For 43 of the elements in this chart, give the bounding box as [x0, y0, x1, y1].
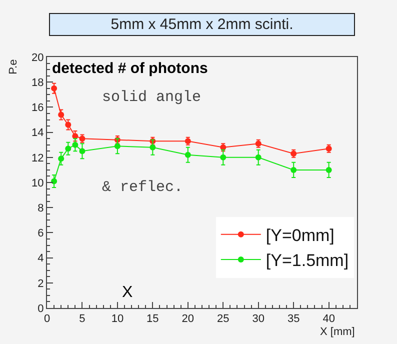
annotation: solid angle	[102, 89, 202, 106]
legend-label: [Y=1.5mm]	[266, 251, 349, 270]
point	[326, 166, 332, 173]
y-tick-label: 2	[38, 278, 44, 290]
point	[220, 154, 226, 160]
y-tick-label: 14	[32, 127, 44, 140]
point	[184, 152, 191, 158]
y-tick-label: 8	[38, 202, 44, 214]
point	[65, 122, 72, 128]
annotation: X	[122, 284, 133, 301]
point	[65, 146, 72, 152]
chart-title: detected # of photons	[52, 60, 208, 77]
point	[290, 166, 297, 173]
y-tick-label: 20	[32, 52, 44, 64]
y-tick-label: 10	[32, 177, 44, 190]
y-tick-label: 4	[38, 252, 44, 265]
point	[58, 112, 64, 118]
x-axis-title: X [mm]	[320, 326, 355, 338]
point	[150, 144, 156, 150]
point	[79, 148, 86, 154]
y-axis-title: P.e	[7, 59, 20, 74]
point	[51, 85, 58, 92]
y-tick-label: 16	[32, 102, 44, 114]
x-tick-label: 40	[322, 313, 335, 326]
y-tick-label: 12	[32, 152, 44, 164]
point	[72, 142, 78, 148]
y-tick-label: 0	[38, 302, 44, 315]
x-tick-label: 35	[287, 313, 300, 326]
point	[58, 156, 64, 162]
annotation: & reflec.	[102, 179, 184, 196]
y-tick-label: 6	[38, 228, 44, 240]
point	[255, 154, 262, 160]
x-tick-label: 30	[252, 313, 264, 326]
text: 5mm x 45mm x 2mm scinti.	[110, 16, 294, 33]
x-tick-label: 10	[111, 313, 124, 326]
x-tick-label: 20	[182, 313, 194, 326]
x-tick-label: 15	[146, 313, 159, 326]
legend-label: [Y=0mm]	[266, 226, 334, 246]
x-tick-label: 25	[217, 313, 230, 326]
x-tick-label: 5	[79, 313, 86, 326]
y-tick-label: 18	[32, 76, 44, 89]
point	[51, 178, 58, 184]
point	[114, 143, 120, 150]
